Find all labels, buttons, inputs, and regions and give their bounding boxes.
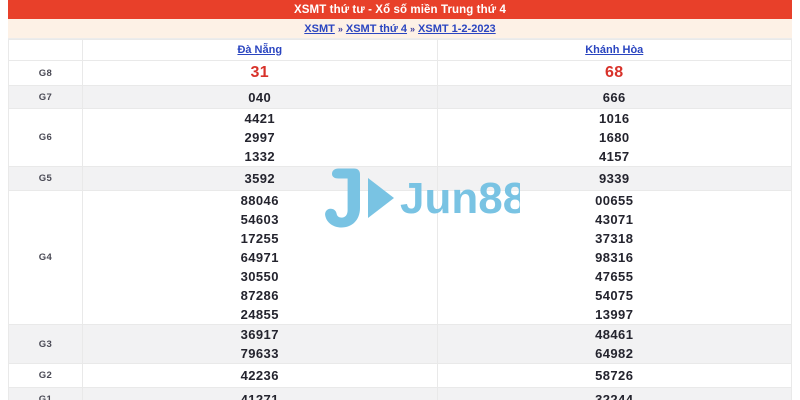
lottery-number: 4421	[244, 111, 276, 126]
lottery-number: 17255	[240, 231, 279, 246]
lottery-number: 88046	[240, 193, 279, 208]
prize-label-g2: G2	[8, 363, 83, 388]
lottery-number: 00655	[595, 193, 634, 208]
lottery-number: 64971	[240, 250, 279, 265]
breadcrumb-separator: »	[410, 23, 416, 34]
table-corner-cell	[8, 39, 83, 61]
table-header-row: Đà Nẵng Khánh Hòa	[8, 39, 792, 61]
lottery-number: 79633	[240, 346, 279, 361]
table-row: G1 41271 32244	[8, 387, 792, 400]
lottery-number: 1332	[244, 149, 276, 164]
prize-cell: 88046 54603 17255 64971 30550 87286 24855	[82, 190, 438, 325]
table-row: G7 040 666	[8, 85, 792, 109]
lottery-number: 64982	[595, 346, 634, 361]
table-row: G4 88046 54603 17255 64971 30550 87286 24855 006…	[8, 190, 792, 325]
table-body: G8 31 68 G7 040 666 G6 4421 2997 1332 1016 1680 4157…	[8, 60, 792, 400]
prize-label-g8: G8	[8, 60, 83, 86]
table-row: G8 31 68	[8, 60, 792, 86]
prize-cell: 4421 2997 1332	[82, 108, 438, 167]
prize-cell: 58726	[436, 363, 792, 388]
lottery-number: 13997	[595, 307, 634, 322]
table-row: G2 42236 58726	[8, 363, 792, 388]
lottery-number: 87286	[240, 288, 279, 303]
lottery-number: 32244	[595, 392, 634, 400]
prize-label-g7: G7	[8, 85, 83, 109]
lottery-number: 42236	[240, 368, 279, 383]
prize-cell: 3592	[82, 166, 438, 191]
prize-cell: 00655 43071 37318 98316 47655 54075 13997	[436, 190, 792, 325]
lottery-number: 58726	[595, 368, 634, 383]
prize-cell: 41271	[82, 387, 438, 400]
lottery-number: 31	[250, 64, 270, 81]
province-header-khanh-hoa: Khánh Hòa	[436, 39, 792, 61]
lottery-results-table: Đà Nẵng Khánh Hòa G8 31 68 G7 040 666 G6 4421 29…	[8, 39, 792, 400]
breadcrumb-item-xsmt-thu-4[interactable]: XSMT thứ 4	[345, 22, 408, 35]
table-row: G5 3592 9339	[8, 166, 792, 191]
lottery-number: 43071	[595, 212, 634, 227]
lottery-number: 9339	[598, 171, 630, 186]
prize-cell: 48461 64982	[436, 324, 792, 364]
lottery-number: 36917	[240, 327, 279, 342]
lottery-number: 47655	[595, 269, 634, 284]
lottery-number: 68	[604, 64, 624, 81]
lottery-number: 2997	[244, 130, 276, 145]
lottery-number: 48461	[595, 327, 634, 342]
prize-cell: 666	[436, 85, 792, 109]
prize-cell: 9339	[436, 166, 792, 191]
page-title-bar: XSMT thứ tư - Xổ số miền Trung thứ 4	[8, 0, 792, 19]
prize-cell: 1016 1680 4157	[436, 108, 792, 167]
prize-cell: 040	[82, 85, 438, 109]
lottery-number: 1680	[598, 130, 630, 145]
prize-cell: 36917 79633	[82, 324, 438, 364]
breadcrumb-item-xsmt[interactable]: XSMT	[304, 22, 335, 35]
lottery-number: 1016	[598, 111, 630, 126]
lottery-number: 98316	[595, 250, 634, 265]
prize-label-g5: G5	[8, 166, 83, 191]
lottery-number: 54075	[595, 288, 634, 303]
lottery-number: 54603	[240, 212, 279, 227]
prize-label-g3: G3	[8, 324, 83, 364]
breadcrumb-separator: »	[337, 23, 343, 34]
table-row: G3 36917 79633 48461 64982	[8, 324, 792, 364]
lottery-number: 37318	[595, 231, 634, 246]
prize-label-g6: G6	[8, 108, 83, 167]
lottery-number: 41271	[240, 392, 279, 400]
lottery-number: 4157	[598, 149, 630, 164]
table-row: G6 4421 2997 1332 1016 1680 4157	[8, 108, 792, 167]
lottery-number: 040	[248, 89, 272, 105]
prize-label-g4: G4	[8, 190, 83, 325]
prize-cell: 31	[82, 60, 438, 86]
prize-cell: 68	[436, 60, 792, 86]
breadcrumb: XSMT » XSMT thứ 4 » XSMT 1-2-2023	[8, 19, 792, 39]
lottery-number: 3592	[244, 171, 276, 186]
province-link-da-nang[interactable]: Đà Nẵng	[237, 44, 283, 56]
prize-label-g1: G1	[8, 387, 83, 400]
lottery-number: 24855	[240, 307, 279, 322]
prize-cell: 42236	[82, 363, 438, 388]
page-title: XSMT thứ tư - Xổ số miền Trung thứ 4	[294, 3, 506, 16]
lottery-number: 666	[602, 89, 626, 105]
province-header-da-nang: Đà Nẵng	[82, 39, 438, 61]
breadcrumb-item-xsmt-date[interactable]: XSMT 1-2-2023	[418, 22, 496, 35]
prize-cell: 32244	[436, 387, 792, 400]
lottery-number: 30550	[240, 269, 279, 284]
province-link-khanh-hoa[interactable]: Khánh Hòa	[585, 44, 644, 56]
